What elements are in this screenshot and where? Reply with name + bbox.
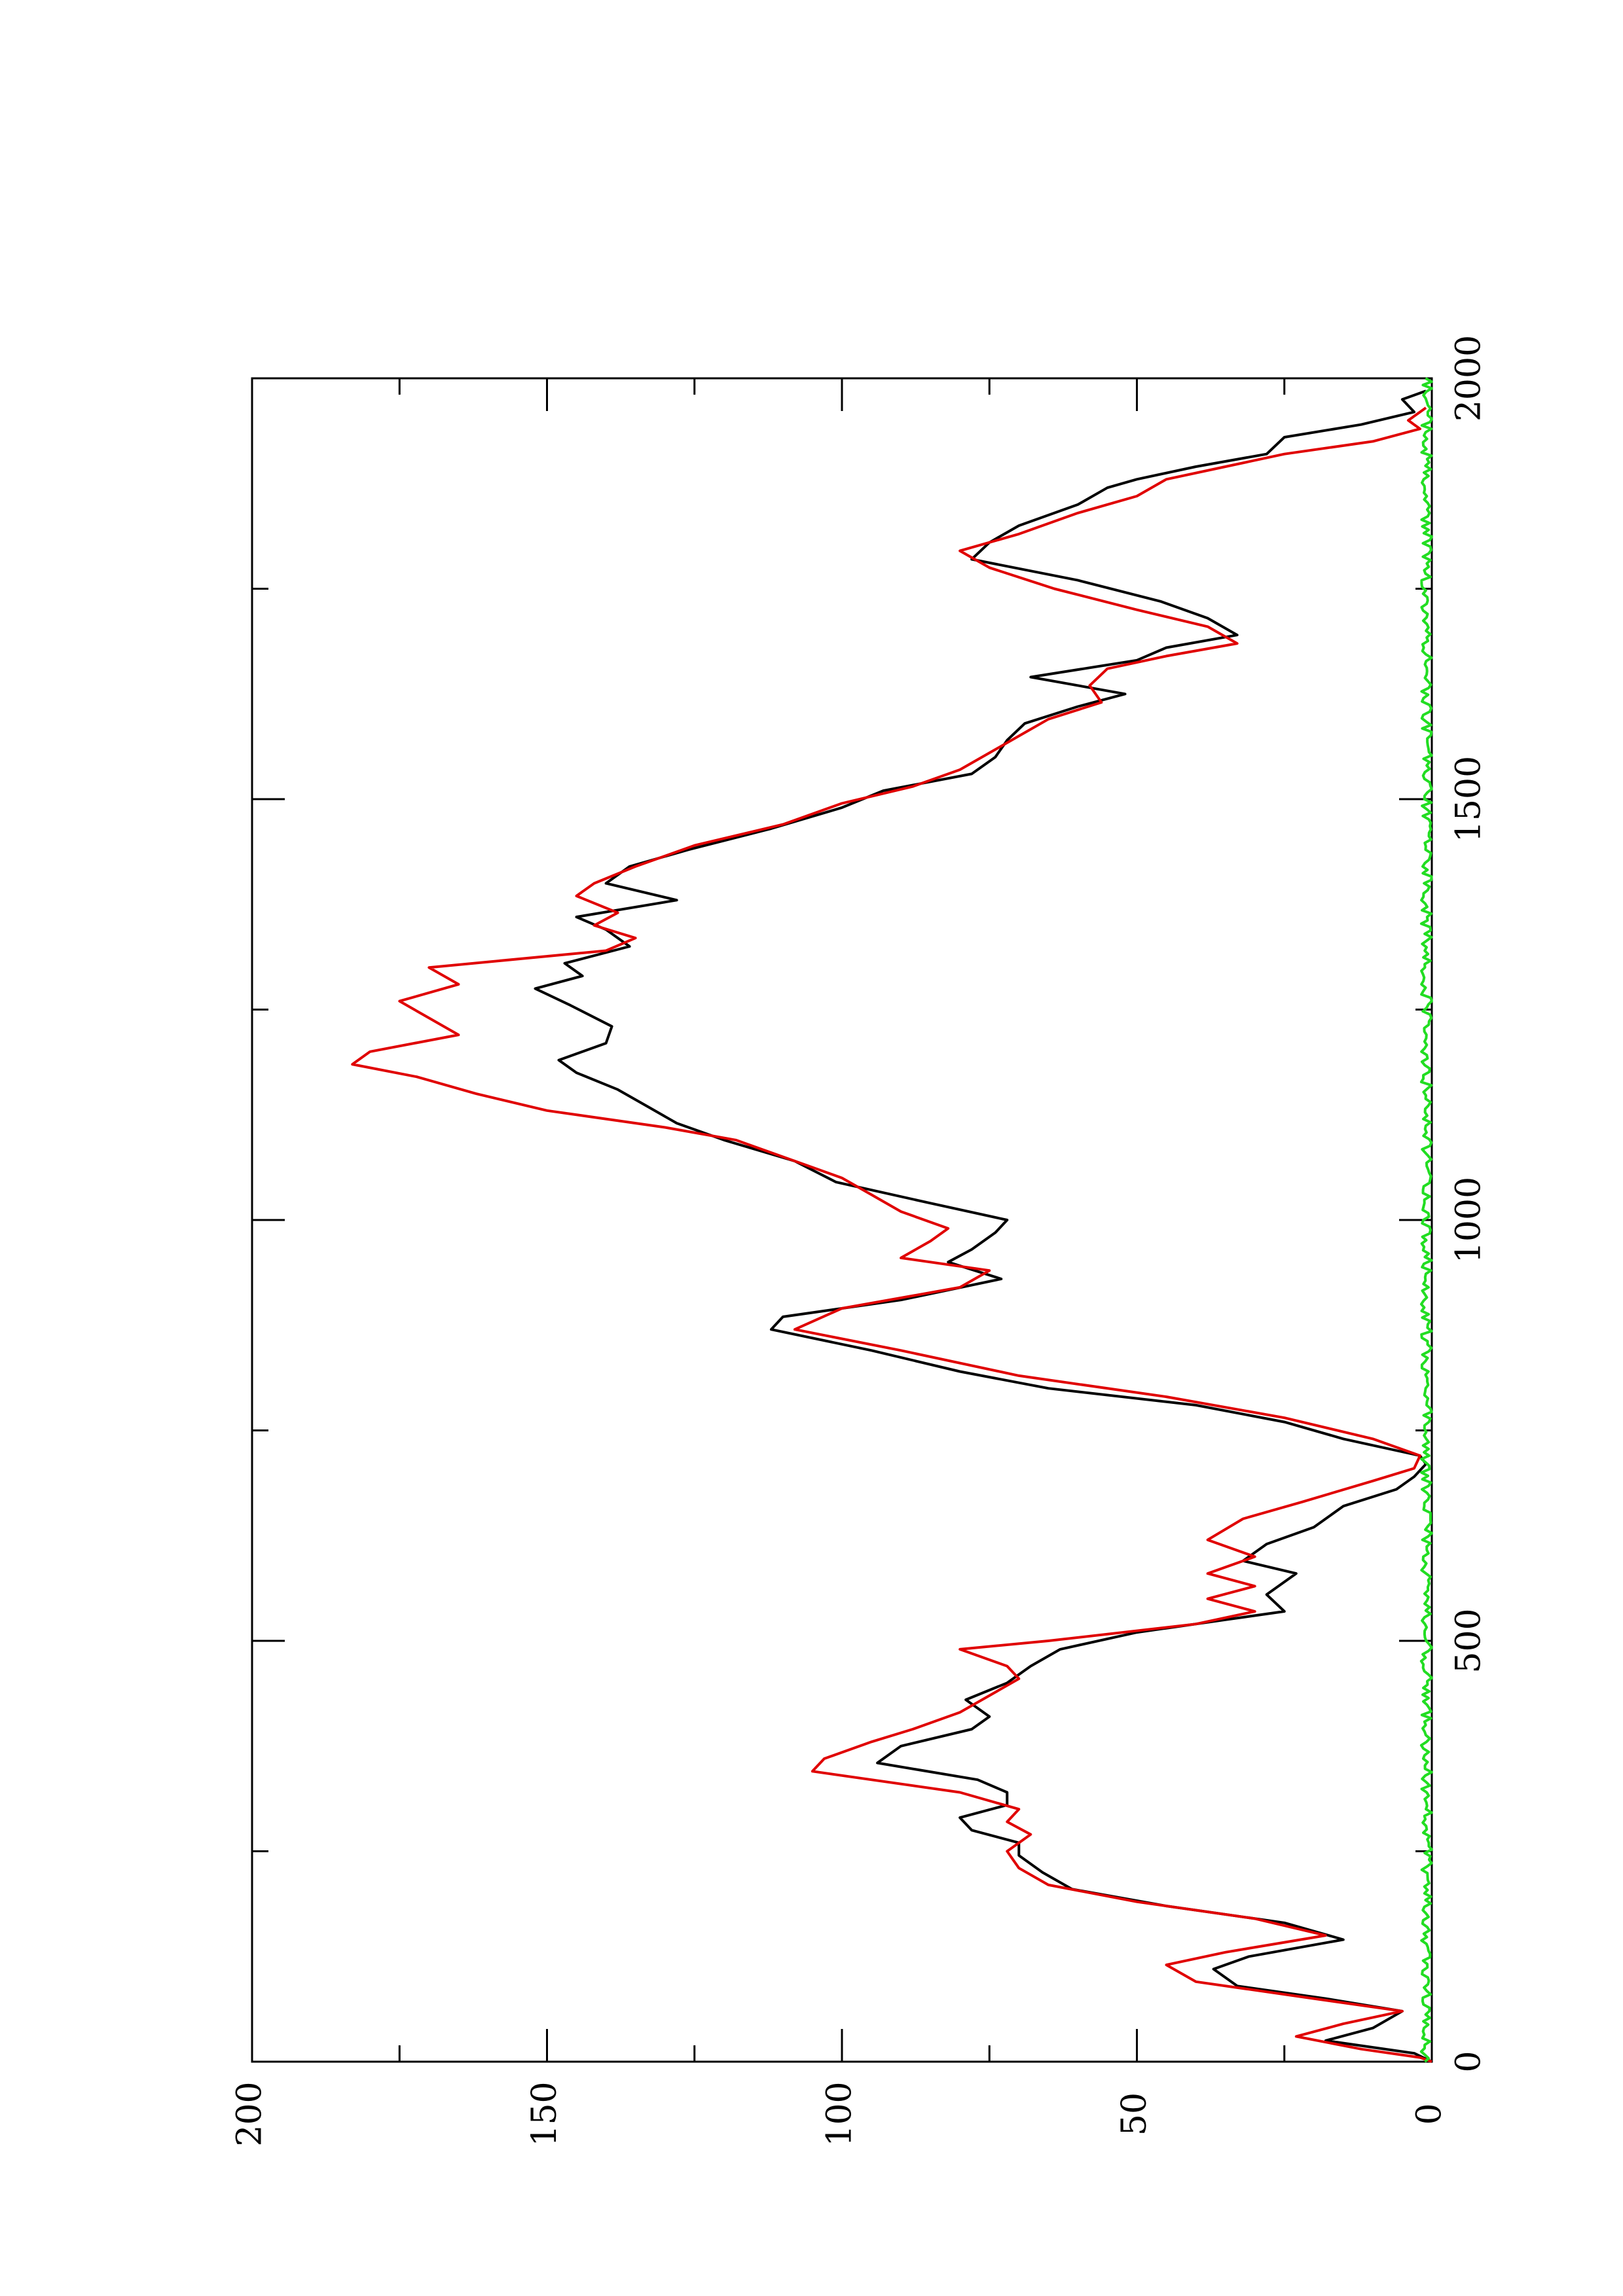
series-line-3 (1419, 377, 1433, 2063)
axis-tick-labels: 0 500 1000 1500 2000 0 50 100 150 200 (230, 335, 1489, 2147)
y-tick-label: 200 (230, 2081, 270, 2146)
series-line-2 (351, 406, 1432, 2063)
axis-ticks (251, 377, 1433, 2063)
series-line-1 (534, 389, 1432, 2063)
chart-series (351, 377, 1433, 2063)
x-tick-label: 0 (1450, 2051, 1489, 2072)
plot-frame (251, 377, 1433, 2063)
y-tick-label: 50 (1115, 2092, 1154, 2136)
y-tick-label: 100 (820, 2081, 860, 2146)
x-tick-label: 1500 (1450, 756, 1489, 842)
y-tick-label: 0 (1410, 2103, 1450, 2125)
x-tick-label: 500 (1450, 1608, 1489, 1673)
y-tick-label: 150 (525, 2081, 564, 2146)
x-tick-label: 1000 (1450, 1177, 1489, 1263)
x-tick-label: 2000 (1450, 335, 1489, 422)
